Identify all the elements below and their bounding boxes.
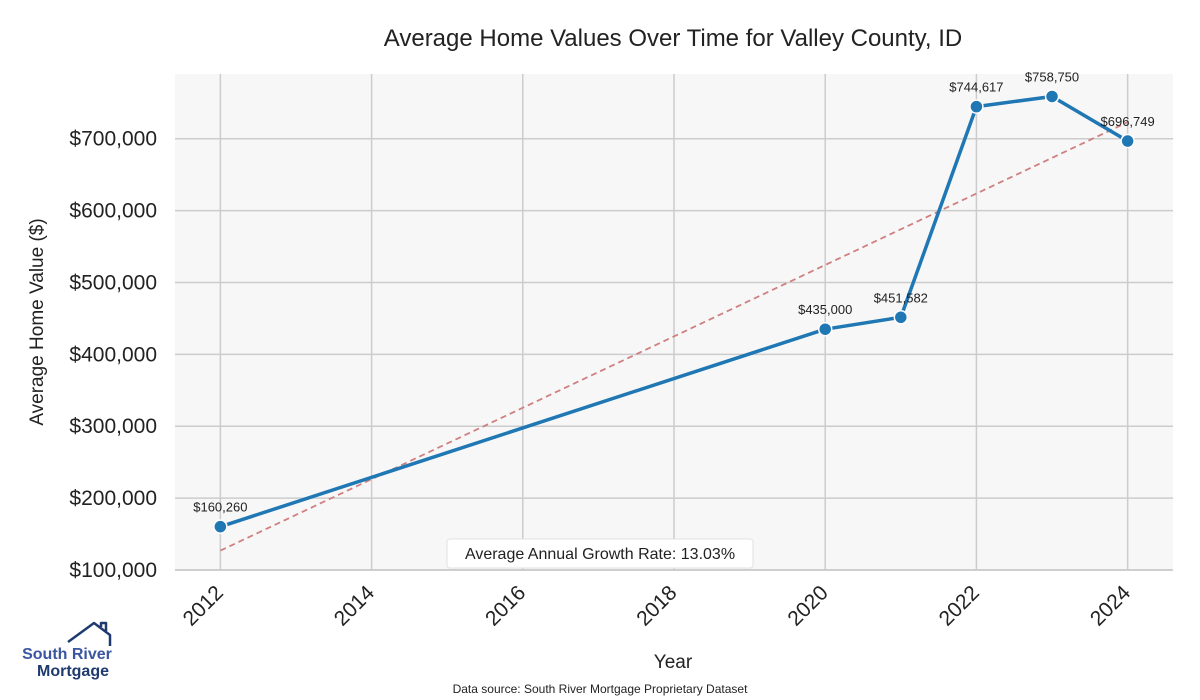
x-tick-label: 2024	[1086, 581, 1136, 631]
y-axis-title: Average Home Value ($)	[27, 218, 48, 425]
data-label: $451,582	[874, 290, 928, 305]
y-tick-label: $200,000	[69, 487, 157, 510]
grid	[175, 74, 1173, 571]
y-tick-label: $500,000	[69, 271, 157, 294]
data-source: Data source: South River Mortgage Propri…	[453, 682, 748, 696]
data-point	[893, 310, 909, 325]
growth-rate-text: Average Annual Growth Rate: 13.03%	[465, 546, 735, 563]
y-tick-label: $400,000	[69, 343, 157, 366]
data-point	[1044, 89, 1060, 104]
x-tick-label: 2018	[632, 581, 681, 630]
data-label: $758,750	[1025, 69, 1079, 84]
data-label: $744,617	[949, 80, 1003, 95]
house-icon	[67, 621, 112, 646]
y-tick-label: $600,000	[69, 200, 157, 223]
company-logo: South River Mortgage	[22, 621, 112, 680]
x-tick-label: 2016	[481, 581, 530, 630]
data-point	[969, 99, 984, 114]
logo-line-2: Mortgage	[37, 663, 109, 680]
y-tick-label: $700,000	[69, 128, 157, 151]
y-axis: $100,000 $200,000 $300,000 $400,000 $500,000…	[69, 128, 157, 582]
trend-line	[219, 121, 1129, 552]
y-tick-label: $100,000	[69, 559, 157, 582]
chart-title: Average Home Values Over Time for Valley…	[384, 25, 962, 52]
data-label: $160,260	[193, 500, 247, 515]
x-axis-title: Year	[654, 652, 693, 673]
data-label: $696,749	[1101, 114, 1155, 129]
x-tick-label: 2020	[783, 581, 832, 630]
data-point	[817, 321, 833, 337]
trend-line-group	[219, 121, 1129, 552]
data-label: $435,000	[798, 302, 852, 317]
series-group	[213, 89, 1135, 534]
data-labels: $160,260 $435,000 $451,582 $744,617 $758,750…	[193, 69, 1155, 514]
series-line	[219, 94, 1129, 529]
data-point	[1120, 133, 1135, 149]
logo-line-1: South River	[22, 646, 112, 663]
y-tick-label: $300,000	[69, 415, 157, 438]
growth-rate-annotation: Average Annual Growth Rate: 13.03%	[446, 538, 754, 569]
data-point	[213, 519, 228, 534]
x-tick-label: 2022	[935, 581, 984, 630]
x-axis: 2012 2014 2016 2018 2020 2022 2024	[179, 581, 1136, 631]
x-tick-label: 2014	[330, 581, 380, 631]
x-tick-label: 2012	[179, 581, 228, 630]
